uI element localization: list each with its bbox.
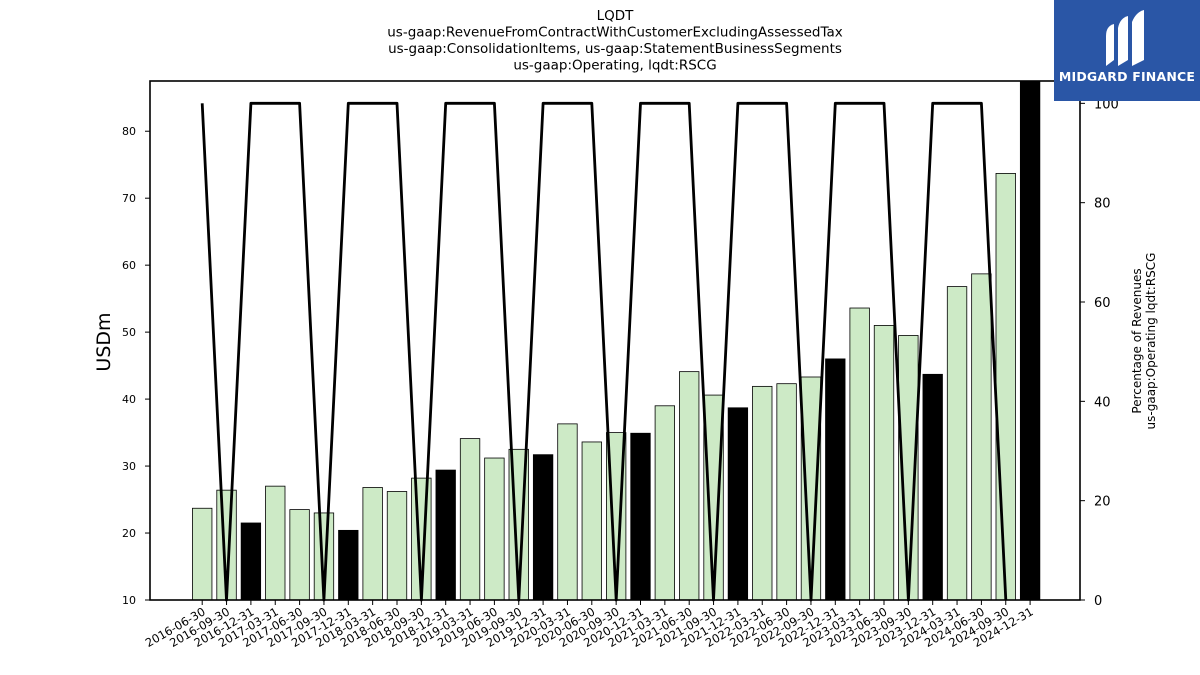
logo-icon xyxy=(1106,10,1144,66)
y2-tick-label: 60 xyxy=(1094,296,1111,311)
title-line: us-gaap:ConsolidationItems, us-gaap:Stat… xyxy=(388,41,842,57)
y-tick-label: 80 xyxy=(122,125,136,138)
percentage-line xyxy=(200,101,1008,602)
bar xyxy=(849,307,870,601)
bar xyxy=(727,407,749,601)
bar xyxy=(240,522,262,601)
bar-series xyxy=(192,80,1041,601)
bar xyxy=(922,373,943,601)
title-line: LQDT xyxy=(597,8,635,24)
y2-tick-label: 100 xyxy=(1094,97,1119,112)
bar xyxy=(192,507,213,601)
y-tick-label: 30 xyxy=(122,460,136,473)
bar xyxy=(265,485,286,601)
bar xyxy=(435,469,456,601)
bar xyxy=(873,325,895,601)
bar xyxy=(362,487,383,601)
bar xyxy=(776,383,797,601)
y2-tick-label: 0 xyxy=(1094,594,1102,609)
bar xyxy=(581,441,602,601)
bar xyxy=(995,173,1016,601)
y2-axis-label: Percentage of Revenues us-gaap:Operating … xyxy=(1130,253,1158,430)
bar xyxy=(679,371,700,601)
brand-logo: MIDGARD FINANCE xyxy=(1054,0,1200,101)
bar xyxy=(338,529,359,601)
bar xyxy=(654,405,675,601)
bar xyxy=(557,423,578,601)
brand-name: MIDGARD FINANCE xyxy=(1058,69,1196,84)
bar xyxy=(459,438,481,601)
x-axis-ticks: 2016-06-302016-09-302016-12-312017-03-31… xyxy=(143,600,1036,650)
y-tick-label: 40 xyxy=(122,393,136,406)
axes xyxy=(149,80,1081,601)
bar xyxy=(703,394,724,601)
y2-tick-label: 80 xyxy=(1094,197,1111,212)
bar xyxy=(971,273,992,601)
bar xyxy=(630,432,651,601)
bar xyxy=(946,286,968,601)
title-line: us-gaap:Operating, lqdt:RSCG xyxy=(513,58,716,74)
bar xyxy=(752,385,773,601)
bar xyxy=(532,454,554,601)
y-axis-ticks: 10 20 30 40 50 60 70 80 xyxy=(122,125,150,607)
plot-frame xyxy=(149,80,1081,601)
y2-tick-label: 20 xyxy=(1094,495,1111,510)
chart-title: LQDTus-gaap:RevenueFromContractWithCusto… xyxy=(387,8,843,74)
y-tick-label: 70 xyxy=(122,192,136,205)
y-tick-label: 20 xyxy=(122,527,136,540)
bar xyxy=(484,457,505,601)
y2-axis-ticks: 0 20 40 60 80 100 xyxy=(1080,97,1119,609)
bar xyxy=(289,509,310,601)
title-line: us-gaap:RevenueFromContractWithCustomerE… xyxy=(387,25,843,41)
line-path xyxy=(200,101,1008,602)
y-tick-label: 50 xyxy=(122,326,136,339)
y-axis-label: USDm xyxy=(93,312,115,371)
y-tick-label: 60 xyxy=(122,259,136,272)
y-tick-label: 10 xyxy=(122,594,136,607)
y2-tick-label: 40 xyxy=(1094,395,1111,410)
bar xyxy=(1019,80,1041,601)
bar xyxy=(825,358,846,601)
y2-label-line: Percentage of Revenues xyxy=(1130,268,1144,413)
bar xyxy=(386,491,408,601)
y2-label-line: us-gaap:Operating lqdt:RSCG xyxy=(1144,253,1158,430)
